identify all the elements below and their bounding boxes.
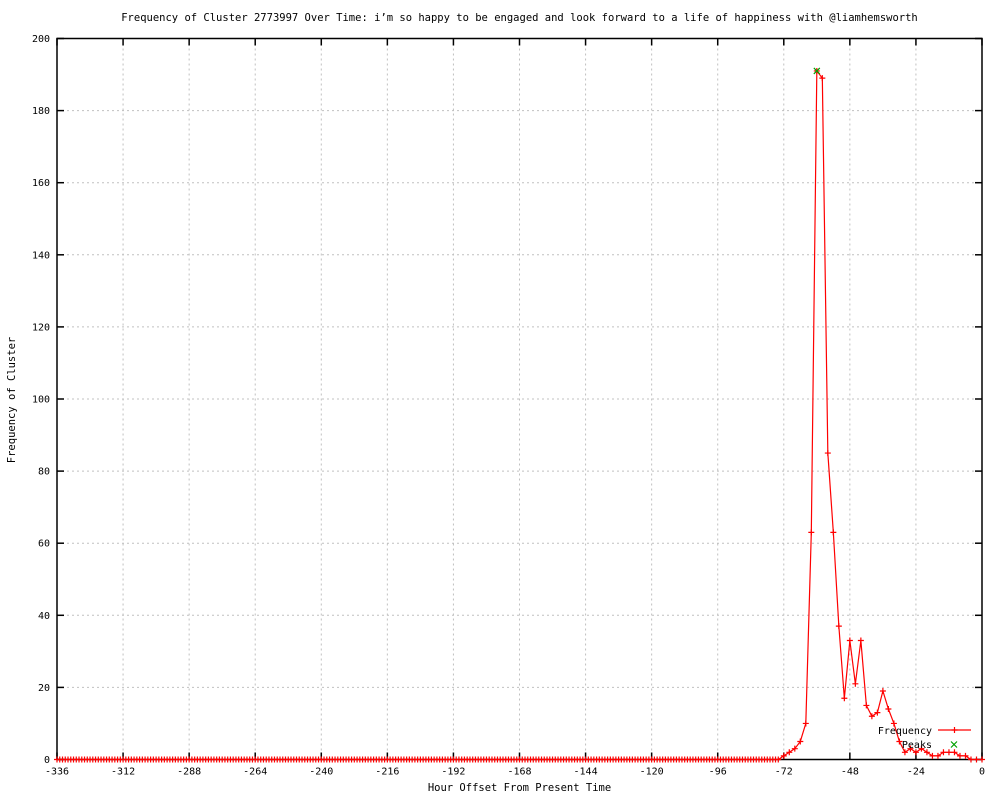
x-tick-label: 0: [979, 767, 985, 778]
x-tick-label: -240: [309, 767, 333, 778]
y-tick-label: 40: [38, 611, 50, 622]
y-tick-label: 160: [32, 178, 50, 189]
x-tick-label: -144: [574, 767, 598, 778]
x-tick-label: -312: [111, 767, 135, 778]
y-tick-label: 180: [32, 106, 50, 117]
x-tick-labels: -336 -312 -288 -264 -240 -216 -192 -168 -144 -120…: [45, 767, 985, 778]
x-tick-label: -72: [775, 767, 793, 778]
x-tick-label: -264: [243, 767, 267, 778]
x-tick-label: -168: [507, 767, 531, 778]
peaks-series-markers: [813, 67, 821, 75]
y-tick-label: 200: [32, 34, 50, 45]
y-tick-label: 20: [38, 683, 50, 694]
y-tick-label: 120: [32, 322, 50, 333]
peaks-cross-icon: [950, 741, 958, 748]
x-tick-label: -48: [841, 767, 859, 778]
x-tick-label: -24: [907, 767, 925, 778]
x-tick-label: -216: [375, 767, 399, 778]
y-tick-label: 0: [44, 755, 50, 766]
chart-title: Frequency of Cluster 2773997 Over Time: …: [121, 12, 918, 24]
grid-lines: [56, 38, 983, 760]
frequency-series-markers: [54, 67, 985, 763]
frequency-plus-icon: [951, 727, 958, 733]
y-tick-label: 100: [32, 395, 50, 406]
y-tick-labels: 0 20 40 60 80 100 120 140 160 180 200: [32, 34, 50, 766]
x-tick-label: -192: [441, 767, 465, 778]
axis-ticks: [56, 37, 983, 761]
y-tick-label: 60: [38, 539, 50, 550]
x-tick-label: -120: [640, 767, 664, 778]
legend: Frequency Peaks: [878, 726, 971, 751]
x-tick-label: -288: [177, 767, 201, 778]
y-tick-label: 80: [38, 467, 50, 478]
legend-peaks-label: Peaks: [902, 740, 932, 751]
legend-frequency-label: Frequency: [878, 726, 932, 737]
y-tick-label: 140: [32, 250, 50, 261]
x-tick-label: -336: [45, 767, 69, 778]
x-tick-label: -96: [709, 767, 727, 778]
x-axis-title: Hour Offset From Present Time: [427, 782, 612, 794]
